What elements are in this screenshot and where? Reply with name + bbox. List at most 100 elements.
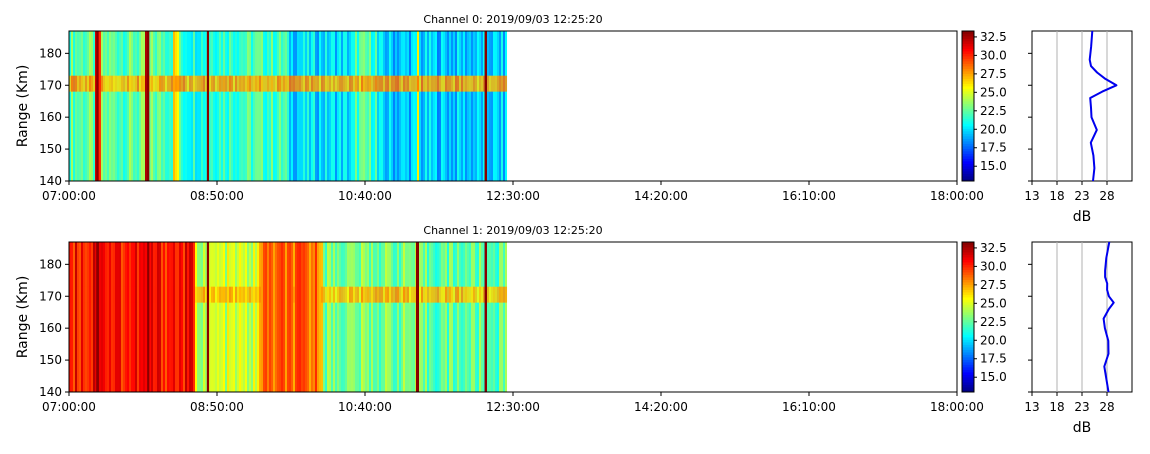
layer-segment [181,75,184,92]
layer-segment [149,75,152,92]
layer-segment [305,75,308,92]
heatmap-column [247,242,250,392]
heatmap-column [277,242,280,392]
layer-segment [277,286,280,303]
layer-segment [117,286,120,303]
heatmap-column [263,242,266,392]
layer-segment [487,75,490,92]
heatmap-column [155,31,158,181]
colorbar-segment [962,48,974,52]
layer-segment [267,286,270,303]
heatmap-column [227,242,230,392]
layer-segment [325,286,328,303]
layer-segment [105,286,108,303]
layer-segment [487,286,490,303]
chart-title: Channel 1: 2019/09/03 12:25:20 [423,224,602,237]
layer-segment [305,286,308,303]
heatmap-column [105,31,108,181]
colorbar-segment [962,334,974,338]
bright-line [147,242,150,392]
heatmap-column [173,31,176,181]
heatmap-column [241,242,244,392]
y-tick-label: 160 [39,321,62,335]
layer-segment [307,75,310,92]
heatmap-column [81,31,84,181]
heatmap-column [441,242,444,392]
colorbar-tick-label: 32.5 [980,241,1007,255]
colorbar-segment [962,68,974,72]
bright-line [96,31,99,181]
layer-segment [247,75,250,92]
layer-segment [433,286,436,303]
layer-segment [441,286,444,303]
colorbar-segment [962,269,974,273]
heatmap-column [167,31,170,181]
heatmap-column [379,242,382,392]
colorbar-tick-label: 27.5 [980,278,1007,292]
heatmap-column [309,242,312,392]
layer-segment [211,75,214,92]
heatmap-column [287,31,290,181]
layer-segment [263,75,266,92]
colorbar-segment [962,242,974,245]
layer-segment [177,286,180,303]
layer-segment [281,286,284,303]
layer-segment [483,286,486,303]
y-tick-label: 140 [39,385,62,399]
layer-segment [209,75,212,92]
heatmap-column [311,242,314,392]
heatmap-column [253,31,256,181]
layer-segment [301,75,304,92]
heatmap-column [175,242,178,392]
bright-line [206,31,210,181]
heatmap-column [145,31,148,181]
layer-segment [259,286,262,303]
layer-segment [479,286,482,303]
heatmap-column [233,31,236,181]
heatmap-column [183,242,186,392]
heatmap-column [193,242,196,392]
layer-segment [129,75,132,92]
layer-segment [495,75,498,92]
colorbar-segment [962,367,974,370]
heatmap-column [375,31,378,181]
heatmap-column [489,242,492,392]
heatmap-column [345,31,348,181]
layer-segment [175,75,178,92]
layer-segment [195,286,198,303]
layer-segment [127,75,130,92]
layer-segment [293,286,296,303]
heatmap-column [125,31,128,181]
layer-segment [91,75,94,92]
layer-segment [299,75,302,92]
layer-segment [77,286,80,303]
layer-segment [427,75,430,92]
layer-segment [437,75,440,92]
layer-segment [211,286,214,303]
layer-segment [125,75,128,92]
profile-x-tick-label: 18 [1049,400,1064,414]
layer-segment [295,286,298,303]
layer-segment [103,286,106,303]
layer-segment [397,286,400,303]
heatmap-column [505,242,508,392]
layer-segment [309,286,312,303]
heatmap-column [249,242,252,392]
layer-segment [491,286,494,303]
layer-segment [357,286,360,303]
layer-segment [407,286,410,303]
heatmap-column [157,242,160,392]
colorbar-segment [962,382,974,385]
heatmap-column [87,31,90,181]
heatmap-column [127,31,130,181]
colorbar-segment [962,352,974,355]
layer-segment [339,75,342,92]
heatmap-column [169,242,172,392]
layer-segment [69,286,72,303]
heatmap-column [467,31,470,181]
layer-segment [73,286,76,303]
heatmap-column [235,31,238,181]
layer-segment [131,286,134,303]
layer-segment [133,75,136,92]
